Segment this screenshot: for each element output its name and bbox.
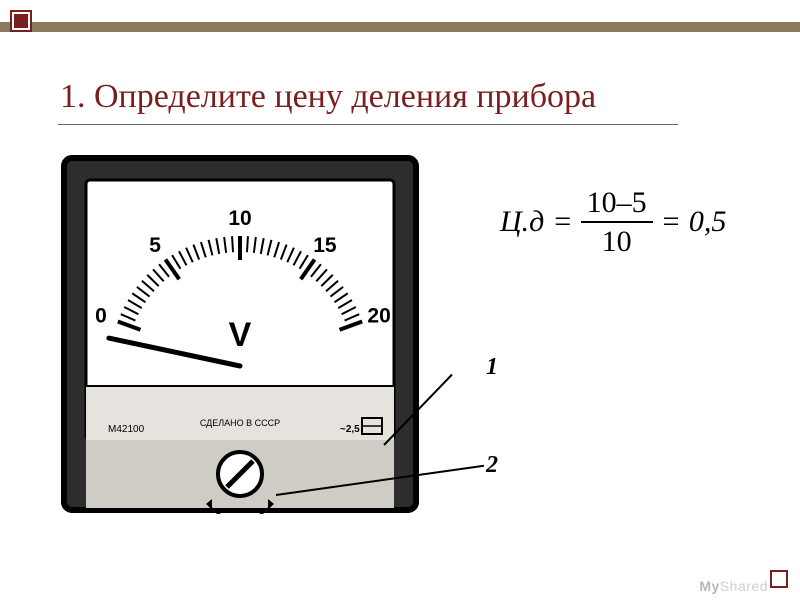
formula-bar: [581, 221, 653, 223]
watermark: MyShared: [699, 578, 768, 594]
svg-text:V: V: [229, 316, 252, 354]
svg-text:10: 10: [228, 207, 251, 230]
formula-division-value: Ц.д = 10–5 10 = 0,5: [500, 186, 726, 258]
formula-eq1: =: [552, 205, 572, 239]
svg-text:5: 5: [149, 234, 161, 257]
svg-text:M42100: M42100: [108, 424, 145, 435]
formula-fraction: 10–5 10: [581, 186, 653, 258]
formula-numerator: 10–5: [581, 186, 653, 219]
corner-square-bottom-right: [770, 570, 788, 588]
svg-text:0: 0: [95, 304, 107, 327]
formula-eq2: =: [661, 205, 681, 239]
corner-square-top-left: [12, 12, 30, 30]
callout-2-label: 2: [486, 452, 498, 479]
svg-text:~2,5: ~2,5: [340, 424, 360, 435]
callout-1-label: 1: [486, 354, 498, 381]
top-stripe: [0, 22, 800, 32]
formula-result: 0,5: [689, 205, 727, 239]
svg-text:20: 20: [367, 304, 390, 327]
voltmeter-figure: V 0 5 10 15 20 M42100 СДЕЛАНО В СССР ~2,5: [60, 154, 420, 514]
formula-lhs: Ц.д: [500, 205, 544, 239]
formula-denominator: 10: [596, 225, 638, 258]
svg-text:15: 15: [313, 234, 337, 257]
title-underline: [58, 124, 678, 125]
watermark-bold: My: [699, 578, 719, 594]
watermark-rest: Shared: [720, 578, 768, 594]
slide-title: 1. Определите цену деления прибора: [60, 78, 596, 116]
svg-text:СДЕЛАНО В СССР: СДЕЛАНО В СССР: [200, 418, 280, 428]
